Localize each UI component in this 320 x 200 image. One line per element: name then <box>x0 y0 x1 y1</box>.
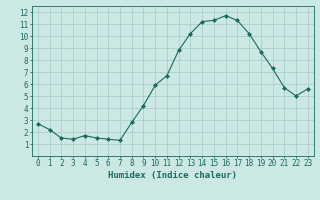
X-axis label: Humidex (Indice chaleur): Humidex (Indice chaleur) <box>108 171 237 180</box>
